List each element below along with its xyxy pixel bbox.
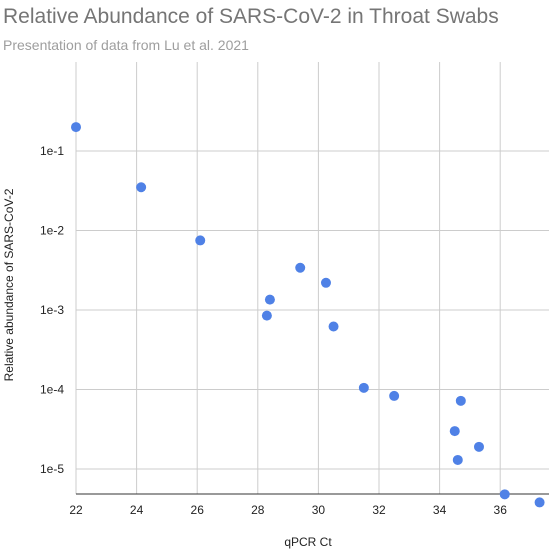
x-tick-label: 28 xyxy=(251,503,265,517)
data-point[interactable] xyxy=(534,497,545,508)
data-point[interactable] xyxy=(455,395,466,406)
data-point[interactable] xyxy=(449,426,460,437)
data-point[interactable] xyxy=(261,310,272,321)
data-point[interactable] xyxy=(295,262,306,273)
data-point[interactable] xyxy=(389,390,400,401)
data-point[interactable] xyxy=(264,294,275,305)
points-layer xyxy=(71,122,545,508)
data-point[interactable] xyxy=(452,454,463,465)
data-point[interactable] xyxy=(320,277,331,288)
y-tick-label: 1e-3 xyxy=(40,303,64,317)
x-tick-label: 34 xyxy=(433,503,447,517)
chart-subtitle: Presentation of data from Lu et al. 2021 xyxy=(3,37,249,53)
y-tick-label: 1e-1 xyxy=(40,144,64,158)
y-axis-title: Relative abundance of SARS-CoV-2 xyxy=(2,188,16,381)
y-tick-label: 1e-5 xyxy=(40,462,64,476)
x-tick-label: 22 xyxy=(69,503,83,517)
x-tick-label: 26 xyxy=(191,503,205,517)
data-point[interactable] xyxy=(136,182,147,193)
grid-layer xyxy=(75,62,549,495)
data-point[interactable] xyxy=(358,382,369,393)
data-point[interactable] xyxy=(71,122,81,133)
x-tick-label: 32 xyxy=(372,503,386,517)
data-point[interactable] xyxy=(499,489,510,500)
x-tick-label: 36 xyxy=(494,503,508,517)
x-tick-label: 24 xyxy=(130,503,144,517)
data-point[interactable] xyxy=(473,441,484,452)
y-tick-label: 1e-4 xyxy=(40,383,64,397)
chart-title: Relative Abundance of SARS-CoV-2 in Thro… xyxy=(3,5,499,28)
data-point[interactable] xyxy=(328,321,339,332)
x-tick-label: 30 xyxy=(312,503,326,517)
x-axis-title: qPCR Ct xyxy=(284,535,332,549)
y-tick-label: 1e-2 xyxy=(40,224,64,238)
labels-layer: 22 24 26 28 30 32 34 36 1e-5 1e-4 1e-3 1e-2 1e-1 xyxy=(40,144,507,517)
data-point[interactable] xyxy=(195,235,206,246)
